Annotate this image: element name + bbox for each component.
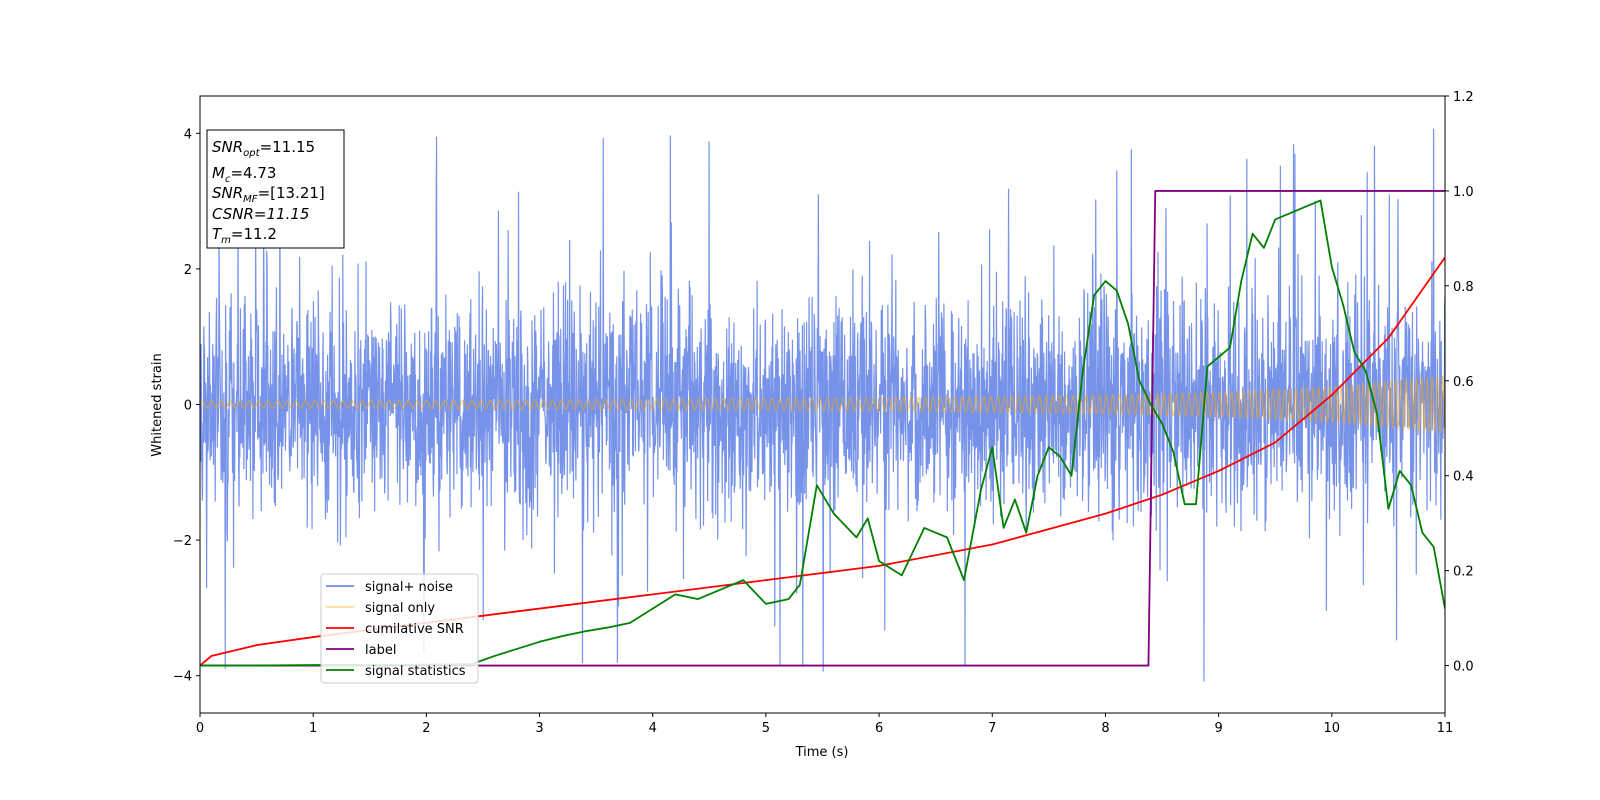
legend-label-signal-statistics: signal statistics [365, 664, 466, 679]
mc-value: =4.73 [230, 164, 276, 182]
x-tick-label: 7 [988, 721, 996, 736]
x-tick-label: 11 [1437, 721, 1454, 736]
plot-area [200, 128, 1445, 682]
y-axis-label: Whitened strain [150, 353, 165, 456]
x-axis-label: Time (s) [795, 745, 849, 760]
right-axis-series [200, 190, 1445, 667]
y-right-tick-label: 0.2 [1453, 565, 1474, 580]
y-left-tick-label: 2 [184, 263, 192, 278]
y-right-tick-label: 0.4 [1453, 470, 1474, 485]
mc-annotation: Mc=4.73 [212, 164, 276, 185]
info-box-frame [206, 129, 345, 249]
legend: signal+ noise signal only cumilative SNR la… [320, 573, 479, 684]
x-tick-label: 0 [196, 721, 204, 736]
y-right-tick-label: 0.8 [1453, 280, 1474, 295]
legend-label-cumilative-snr: cumilative SNR [365, 622, 464, 637]
x-tick-label: 6 [875, 721, 883, 736]
x-tick-label: 5 [762, 721, 770, 736]
x-tick-label: 3 [535, 721, 543, 736]
y-axis-left: −4 −2 0 2 4 [173, 127, 200, 685]
y-left-tick-label: −2 [173, 534, 192, 549]
x-axis: 0 1 2 3 4 5 6 7 8 9 10 11 [196, 713, 1453, 736]
y-left-tick-label: 0 [184, 399, 192, 414]
y-axis-right: 0.0 0.2 0.4 0.6 0.8 1.0 1.2 [1445, 90, 1474, 675]
legend-label-signal-only: signal only [365, 601, 435, 616]
y-right-tick-label: 1.0 [1453, 185, 1474, 200]
signal-only-line [200, 374, 1445, 435]
x-tick-label: 10 [1324, 721, 1341, 736]
signal-plus-noise-line [200, 128, 1445, 682]
snr-opt-value: =11.15 [260, 138, 316, 156]
series-signal-statistics [200, 199, 1445, 667]
series-label [200, 190, 1445, 667]
snr-mf-annotation: SNRMF=[13.21] [212, 184, 325, 205]
x-tick-label: 1 [309, 721, 317, 736]
tm-value: =11.2 [231, 225, 277, 243]
snr-opt-annotation: SNRopt=11.15 [212, 138, 315, 159]
series-signal-plus-noise [200, 128, 1445, 682]
x-tick-label: 9 [1214, 721, 1222, 736]
y-left-tick-label: 4 [184, 127, 192, 142]
info-box: SNRopt=11.15 Mc=4.73 SNRMF=[13.21] CSNR=… [206, 129, 345, 249]
y-right-tick-label: 0.0 [1453, 660, 1474, 675]
y-right-tick-label: 1.2 [1453, 90, 1474, 105]
legend-label-signal-noise: signal+ noise [365, 580, 453, 595]
y-left-tick-label: −4 [173, 670, 192, 685]
tm-annotation: Tm=11.2 [212, 225, 277, 246]
series-cumilative-snr [200, 256, 1445, 667]
series-signal-only [200, 374, 1445, 435]
y-right-tick-label: 0.6 [1453, 375, 1474, 390]
legend-label-label: label [365, 643, 396, 658]
x-tick-label: 4 [649, 721, 657, 736]
x-tick-label: 2 [422, 721, 430, 736]
legend-frame [320, 573, 479, 684]
x-tick-label: 8 [1101, 721, 1109, 736]
csnr-annotation: CSNR=11.15 [212, 205, 309, 223]
snr-mf-value: =[13.21] [258, 184, 325, 202]
